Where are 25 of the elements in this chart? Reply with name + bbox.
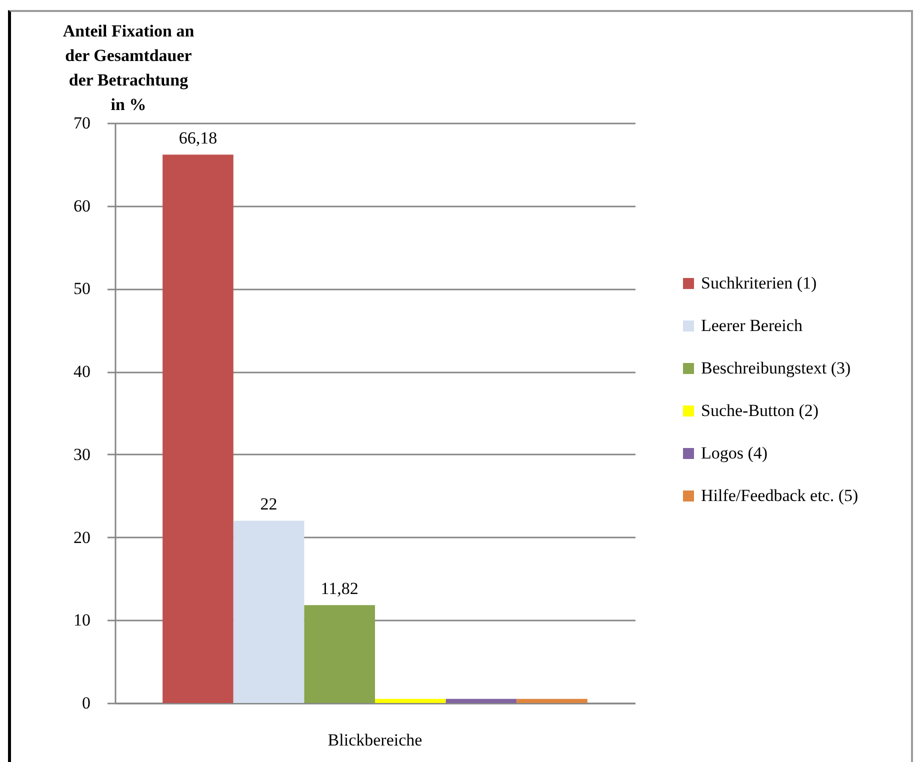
y-tick-label: 20 [74, 528, 90, 547]
data-label: 11,82 [320, 579, 358, 598]
legend-label: Hilfe/Feedback etc. (5) [701, 486, 858, 505]
y-tick-label: 40 [74, 362, 90, 382]
data-label: 22 [260, 494, 278, 514]
data-label: 66,18 [178, 128, 218, 148]
bar [233, 520, 304, 703]
y-tick-label: 50 [74, 279, 90, 298]
legend-label: Suche-Button (2) [701, 401, 819, 420]
y-axis-title: Anteil Fixation an der Gesamtdauer der Betrachtung in % [62, 22, 195, 114]
legend-label: Leerer Bereich [701, 316, 803, 335]
y-tick-label: 60 [74, 196, 90, 216]
legend-label: Beschreibungstext (3) [701, 358, 851, 378]
bar [375, 698, 446, 703]
bar [516, 698, 588, 703]
y-tick-label: 30 [74, 444, 90, 464]
legend-label: Logos (4) [701, 444, 768, 462]
y-tick-label: 0 [82, 694, 90, 712]
legend-label: Suchkriterien (1) [701, 274, 817, 292]
y-tick-label: 10 [74, 610, 90, 630]
bar [304, 605, 375, 703]
x-tick-label: Blickbereiche [328, 730, 422, 750]
bar [162, 154, 234, 703]
y-tick-label: 70 [74, 114, 90, 132]
bar [446, 698, 517, 703]
